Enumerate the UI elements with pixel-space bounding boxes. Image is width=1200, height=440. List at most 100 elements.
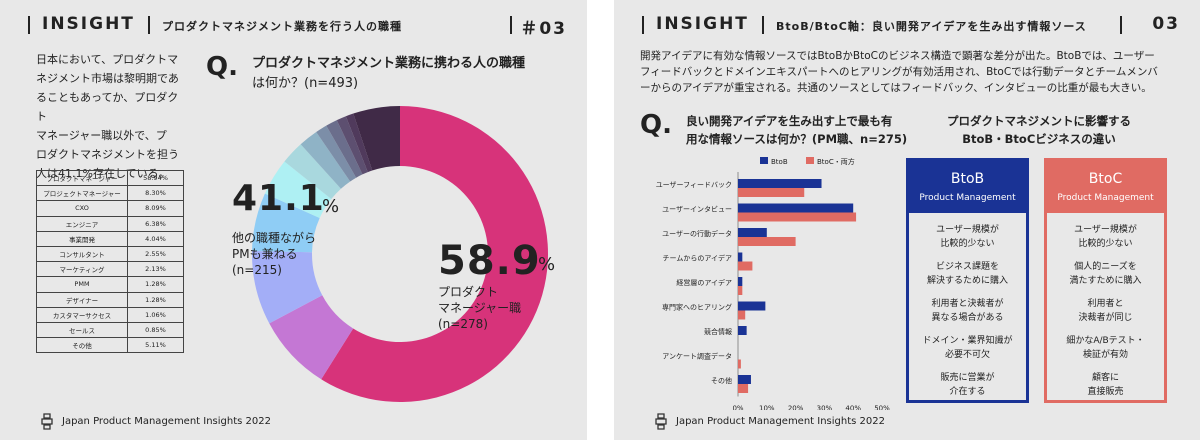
table-row: コンサルタント 2.55% xyxy=(36,245,184,263)
category-label: 専門家へのヒアリング xyxy=(662,303,732,312)
role-value: 1.06% xyxy=(127,306,184,323)
left-panel: INSIGHT プロダクトマネジメント業務を行う人の職種 ＃03 日本において、… xyxy=(0,0,587,440)
category-label: ユーザーの行動データ xyxy=(662,229,732,238)
role-value: 8.09% xyxy=(127,200,184,217)
btoc-item: 利用者と 決裁者が同じ xyxy=(1078,299,1133,323)
btob-box-header: BtoB Product Management xyxy=(909,161,1026,213)
header-divider xyxy=(642,16,644,34)
role-name: セールス xyxy=(36,321,128,339)
role-value: 2.55% xyxy=(127,245,184,263)
role-name: PMM xyxy=(36,276,128,293)
legend-swatch xyxy=(760,157,768,164)
comparison-title-line: プロダクトマネジメントに影響する xyxy=(947,114,1131,128)
intro-text: 日本において、プロダクトマ ネジメント市場は黎明期であ ることもあってか、プロダ… xyxy=(36,50,186,183)
btoc-item: 個人的ニーズを 満たすために購入 xyxy=(1069,262,1142,286)
donut-slice xyxy=(326,120,363,178)
question-line: プロダクトマネジメント業務に携わる人の職種 xyxy=(252,56,526,71)
right-footer: Japan Product Management Insights 2022 xyxy=(654,412,885,430)
btoc-box: BtoC Product Management ユーザー規模が 比較的少ない 個人… xyxy=(1044,158,1167,403)
donut-slice xyxy=(252,251,323,324)
table-row: プロダクトマネージャー 58.94% xyxy=(36,169,184,187)
bar-btob xyxy=(738,277,743,286)
question-line: 良い開発アイデアを生み出す上で最も有 xyxy=(686,114,893,128)
left-footer: Japan Product Management Insights 2022 xyxy=(40,412,271,430)
role-value: 58.94% xyxy=(127,169,184,187)
table-row: デザイナー 1.28% xyxy=(36,291,184,308)
donut-slice xyxy=(300,132,351,189)
role-value: 6.38% xyxy=(127,215,184,232)
role-value: 0.85% xyxy=(127,321,184,339)
btoc-box-header: BtoC Product Management xyxy=(1047,161,1164,213)
bar-btob xyxy=(738,326,747,335)
donut-slice xyxy=(321,106,548,402)
bar-btoc xyxy=(738,261,753,271)
donut-chart xyxy=(252,106,548,402)
legend-label: BtoB xyxy=(771,158,788,166)
table-row: プロジェクトマネージャー 8.30% xyxy=(36,185,184,202)
role-name: CXO xyxy=(36,200,128,217)
role-value: 1.28% xyxy=(127,291,184,308)
summary-line: フィードバックとドメインエキスパートへのヒアリングが有効活用され、BtoCでは行… xyxy=(640,66,1158,78)
footer-text: Japan Product Management Insights 2022 xyxy=(676,415,885,427)
bar-btob xyxy=(738,228,767,237)
table-row: マーケティング 2.13% xyxy=(36,261,184,278)
header-divider xyxy=(148,16,150,34)
header-subtitle: BtoB/BtoC軸：良い開発アイデアを生み出す情報ソース xyxy=(776,20,1087,33)
jpmi-logo-icon xyxy=(41,413,53,430)
x-tick-label: 20% xyxy=(788,405,804,411)
category-label: 競合情報 xyxy=(704,327,732,336)
role-name: プロジェクトマネージャー xyxy=(36,185,128,202)
comparison-title-line: BtoB・BtoCビジネスの違い xyxy=(962,132,1116,146)
x-tick-label: 40% xyxy=(845,405,861,411)
bar-btoc xyxy=(738,212,857,222)
right-header: INSIGHT BtoB/BtoC軸：良い開発アイデアを生み出す情報ソース 03 xyxy=(642,14,1180,36)
summary-paragraph: 開発アイデアに有効な情報ソースではBtoBかBtoCのビジネス構造で顕著な差分が… xyxy=(640,48,1180,96)
summary-line: ーからのアイデアが重宝される。共通のソースとしてはフィードバック、インタビューの… xyxy=(640,82,1152,94)
role-value: 2.13% xyxy=(127,261,184,278)
header-divider xyxy=(762,16,764,34)
bar-btoc xyxy=(738,188,805,197)
bar-btob xyxy=(738,375,751,384)
bar-btob xyxy=(738,203,854,213)
question-mark: Q. xyxy=(206,52,238,82)
btoc-item: 細かなA/Bテスト・ 検証が有効 xyxy=(1066,336,1145,360)
insight-label: INSIGHT xyxy=(42,14,135,34)
role-name: コンサルタント xyxy=(36,245,128,263)
insight-number: ＃03 xyxy=(520,19,567,39)
bar-btoc xyxy=(738,359,741,369)
intro-line: ネジメント市場は黎明期であ xyxy=(36,72,179,85)
role-table: プロダクトマネージャー 58.94% プロジェクトマネージャー 8.30% CXO 8.0… xyxy=(36,169,184,354)
table-row: CXO 8.09% xyxy=(36,200,184,217)
pm-share-line: マネージャー職 xyxy=(438,301,522,315)
category-label: ユーザーフィードバック xyxy=(656,181,732,189)
pm-share-line: (n=278) xyxy=(438,317,488,331)
bar-btob xyxy=(738,252,743,262)
pm-share-line: プロダクト xyxy=(438,285,499,299)
intro-line: 日本において、プロダクトマ xyxy=(36,53,179,66)
role-name: その他 xyxy=(36,337,128,354)
pm-share-unit: % xyxy=(538,254,556,275)
bar-btob xyxy=(738,179,822,188)
category-label: アンケート調査データ xyxy=(662,352,732,361)
btoc-title: BtoC xyxy=(1088,171,1123,187)
category-label: ユーザーインタビュー xyxy=(662,205,732,214)
btob-title: BtoB xyxy=(950,171,985,187)
insight-label: INSIGHT xyxy=(656,14,749,34)
table-row: エンジニア 6.38% xyxy=(36,215,184,232)
btob-item: 販売に営業が 介在する xyxy=(940,373,995,397)
header-divider xyxy=(28,16,30,34)
bar-chart: BtoB BtoC・両方ユーザーフィードバックユーザーインタビューユーザーの行動デ… xyxy=(656,157,890,411)
donut-slice xyxy=(353,106,400,171)
table-row: PMM 1.28% xyxy=(36,276,184,293)
left-header: INSIGHT プロダクトマネジメント業務を行う人の職種 ＃03 xyxy=(28,14,567,39)
btob-item: ユーザー規模が 比較的少ない xyxy=(936,225,999,249)
comparison-title: プロダクトマネジメントに影響する BtoB・BtoCビジネスの違い xyxy=(944,112,1134,148)
donut-slice xyxy=(345,113,373,173)
other-share-line: PMも兼ねる xyxy=(232,247,298,261)
insight-number: 03 xyxy=(1152,14,1180,34)
right-panel: INSIGHT BtoB/BtoC軸：良い開発アイデアを生み出す情報ソース 03… xyxy=(614,0,1200,440)
question-line: は何か？(n=493) xyxy=(252,76,359,91)
table-row: 事業開発 4.04% xyxy=(36,230,184,247)
bar-btoc xyxy=(738,310,746,320)
role-value: 5.11% xyxy=(127,337,184,354)
